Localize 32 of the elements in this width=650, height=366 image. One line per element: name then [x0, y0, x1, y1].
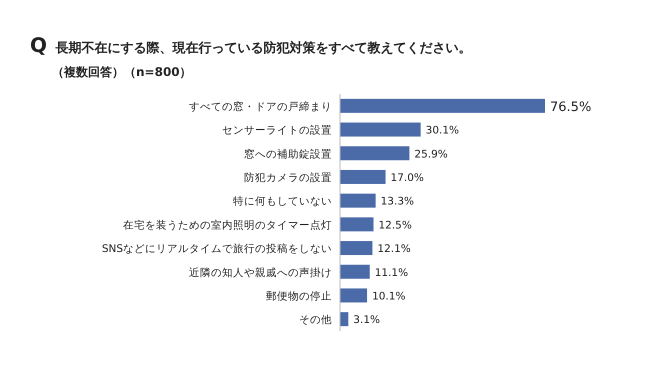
y-tick-label: その他 — [299, 314, 332, 326]
y-tick-label: 特に何もしていない — [233, 196, 332, 208]
data-label: 3.1% — [353, 314, 380, 326]
y-tick-label: 郵便物の停止 — [266, 289, 332, 302]
data-label: 30.1% — [426, 124, 460, 137]
bar — [340, 146, 410, 160]
bar — [340, 312, 348, 326]
y-tick-label: 在宅を装うための室内照明のタイマー点灯 — [123, 218, 332, 232]
data-label: 12.1% — [377, 243, 411, 256]
bar — [340, 217, 374, 232]
y-tick-label: SNSなどにリアルタイムで旅行の投稿をしない — [102, 242, 332, 256]
data-label: 13.3% — [380, 196, 414, 208]
y-tick-label: 近隣の知人や親戚への声掛け — [189, 266, 332, 279]
bar — [340, 98, 545, 113]
y-tick-label: センサーライトの設置 — [222, 124, 332, 137]
bar — [340, 122, 421, 137]
data-label: 11.1% — [374, 266, 408, 279]
y-tick-label: 窓への補助錠設置 — [244, 147, 332, 160]
text: （複数回答）（n=800） — [52, 65, 192, 79]
data-label: 25.9% — [414, 148, 448, 160]
bar — [340, 170, 386, 184]
bar — [340, 264, 370, 279]
data-label: 10.1% — [372, 290, 406, 302]
data-label: 76.5% — [550, 100, 592, 115]
bar — [340, 241, 372, 256]
bar — [340, 194, 376, 208]
data-label: 12.5% — [378, 219, 412, 232]
bar — [340, 288, 368, 302]
y-tick-label: すべての窓・ドアの戸締まり — [189, 100, 332, 113]
chart-title: Q 長期不在にする際、現在行っている防犯対策をすべて教えてください。 — [30, 33, 472, 57]
y-tick-label: 防犯カメラの設置 — [244, 170, 332, 184]
data-label: 17.0% — [390, 172, 424, 184]
